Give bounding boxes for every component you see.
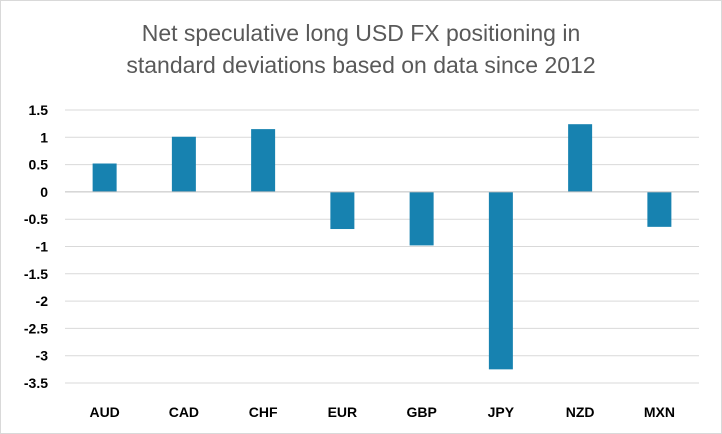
- y-tick-label: 0: [40, 184, 48, 200]
- chart-title-line-2: standard deviations based on data since …: [126, 52, 596, 78]
- y-tick-label: -1.5: [24, 266, 48, 282]
- x-tick-label-mxn: MXN: [644, 404, 675, 420]
- bar-eur: [330, 191, 355, 230]
- x-tick-label-cad: CAD: [169, 404, 199, 420]
- y-tick-label: 0.5: [29, 157, 49, 173]
- bar-cad: [171, 136, 196, 192]
- x-tick-label-chf: CHF: [249, 404, 278, 420]
- bar-mxn: [647, 191, 672, 227]
- y-tick-label: -0.5: [24, 211, 48, 227]
- y-tick-label: -1: [36, 239, 49, 255]
- x-tick-label-nzd: NZD: [566, 404, 595, 420]
- bar-aud: [92, 163, 117, 192]
- chart-title: Net speculative long USD FX positioning …: [1, 17, 721, 81]
- x-tick-label-aud: AUD: [89, 404, 119, 420]
- x-tick-label-gbp: GBP: [406, 404, 436, 420]
- y-tick-label: -3: [36, 348, 49, 364]
- bar-chf: [251, 129, 276, 192]
- y-tick-label: 1.5: [29, 102, 49, 118]
- x-tick-label-eur: EUR: [328, 404, 358, 420]
- bar-jpy: [488, 191, 513, 370]
- chart-title-line-1: Net speculative long USD FX positioning …: [141, 20, 581, 46]
- x-tick-label-jpy: JPY: [488, 404, 515, 420]
- bar-gbp: [409, 191, 434, 246]
- y-tick-label: -2.5: [24, 320, 48, 336]
- y-tick-label: 1: [40, 129, 48, 145]
- y-tick-label: -3.5: [24, 375, 48, 391]
- bar-nzd: [568, 124, 593, 192]
- y-tick-label: -2: [36, 293, 49, 309]
